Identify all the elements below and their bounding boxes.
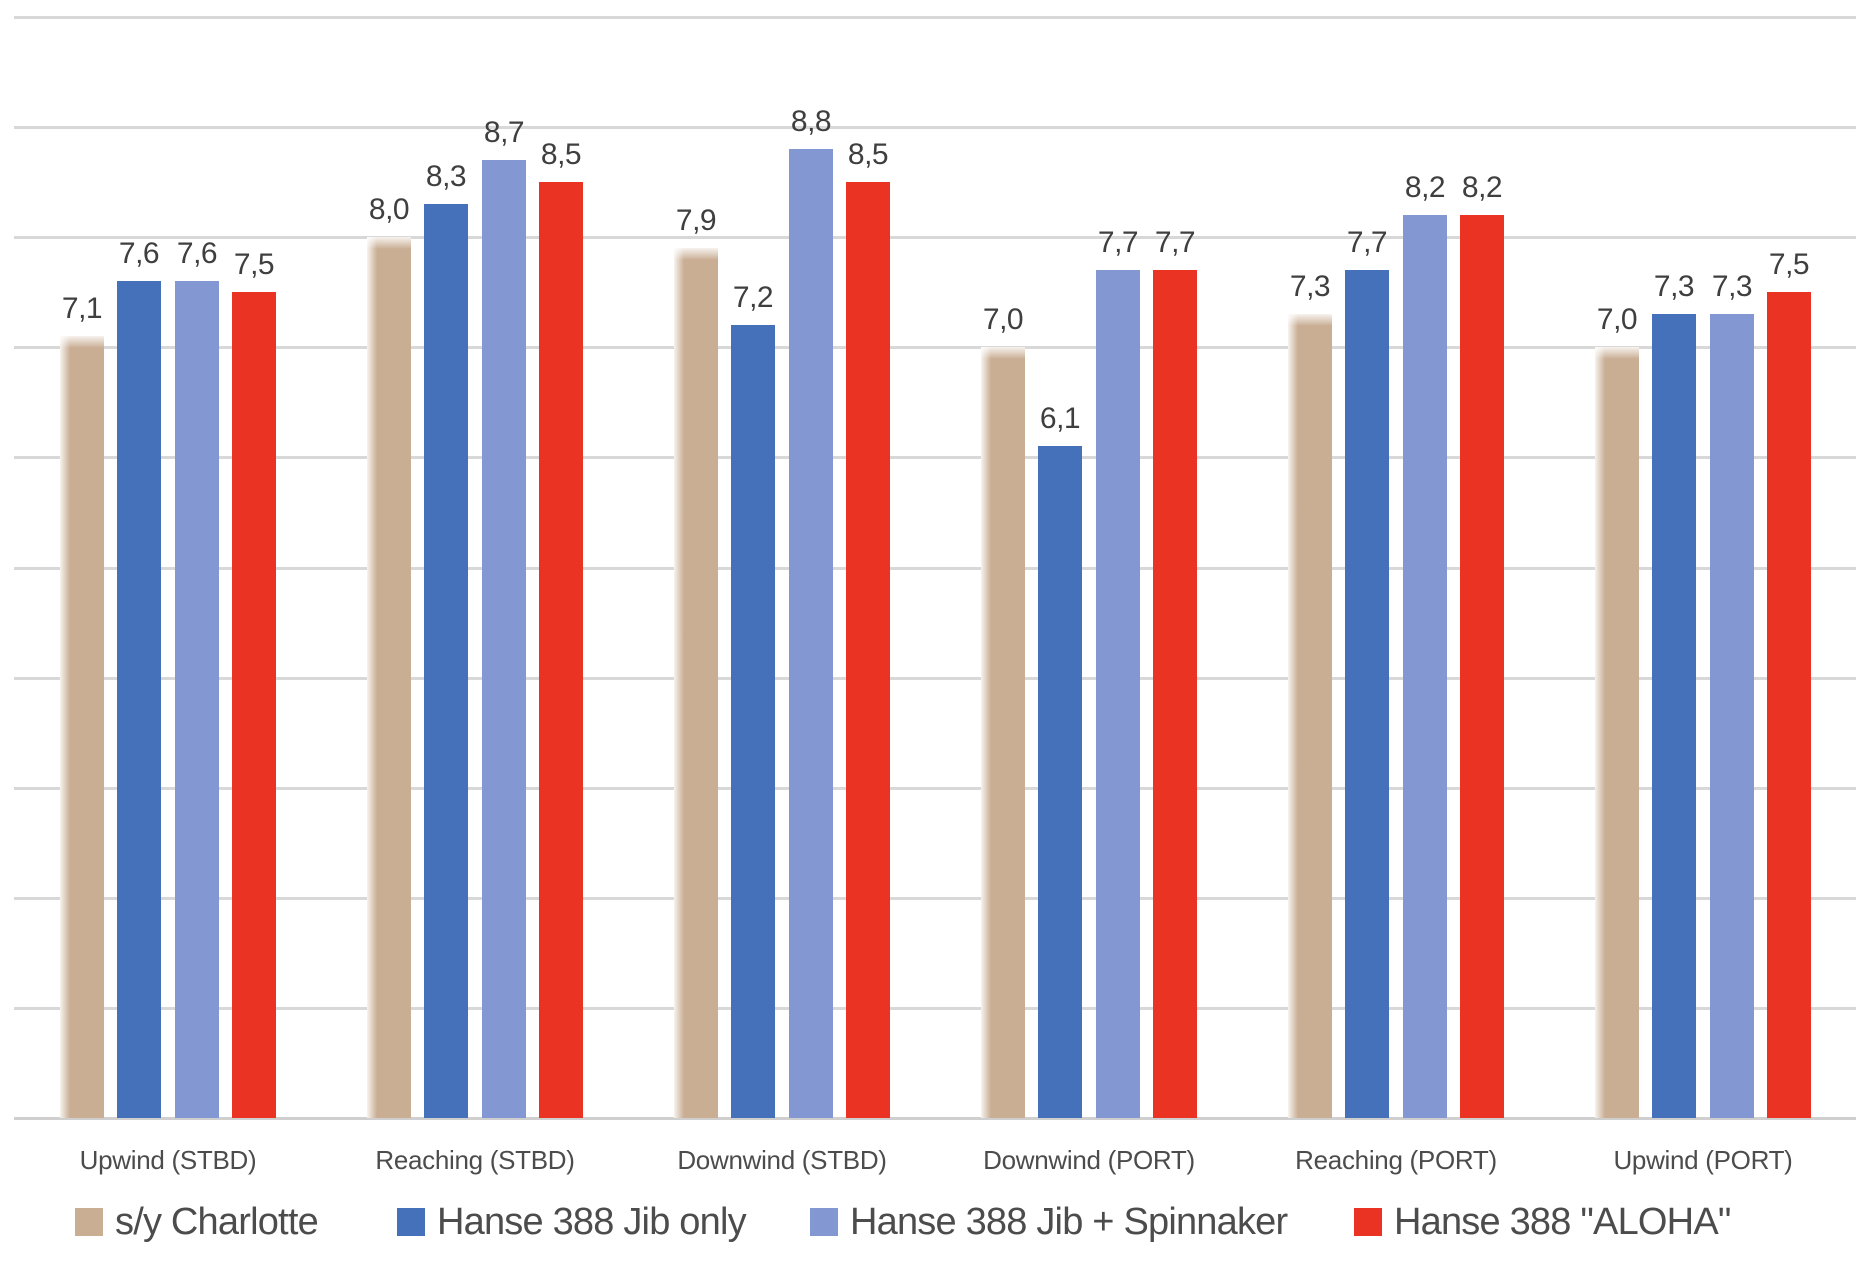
value-label: 8,2	[1461, 171, 1503, 204]
gridline	[14, 567, 1856, 570]
x-axis-line	[14, 1117, 1856, 1120]
legend-item: Hanse 388 Jib + Spinnaker	[810, 1200, 1288, 1244]
gridline	[14, 456, 1856, 459]
bar	[981, 347, 1025, 1118]
category-label: Downwind (STBD)	[677, 1145, 887, 1175]
value-label: 7,3	[1653, 270, 1695, 303]
legend-swatch	[75, 1208, 103, 1236]
bar	[1038, 446, 1082, 1118]
value-label: 7,3	[1711, 270, 1753, 303]
value-label: 7,7	[1097, 226, 1139, 259]
bar	[731, 325, 775, 1118]
legend-label: s/y Charlotte	[115, 1200, 319, 1243]
value-label: 7,7	[1154, 226, 1196, 259]
category-label: Downwind (PORT)	[983, 1145, 1195, 1175]
bar	[1652, 314, 1696, 1118]
bar	[232, 292, 276, 1118]
bar	[1710, 314, 1754, 1118]
bar	[60, 336, 104, 1118]
gridline	[14, 236, 1856, 239]
legend-label: Hanse 388 Jib only	[437, 1200, 747, 1243]
value-label: 8,5	[540, 138, 582, 171]
value-label: 8,0	[368, 193, 410, 226]
legend-swatch	[810, 1208, 838, 1236]
bar	[424, 204, 468, 1118]
gridline	[14, 346, 1856, 349]
bar	[1460, 215, 1504, 1118]
bar	[846, 182, 890, 1118]
legend-item: Hanse 388 "ALOHA"	[1354, 1200, 1731, 1244]
gridline	[14, 1007, 1856, 1010]
gridline	[14, 16, 1856, 19]
bar	[674, 248, 718, 1118]
legend-label: Hanse 388 Jib + Spinnaker	[850, 1200, 1288, 1243]
legend-swatch	[397, 1208, 425, 1236]
bar	[1595, 347, 1639, 1118]
value-label: 8,7	[483, 116, 525, 149]
bar	[1288, 314, 1332, 1118]
gridline	[14, 897, 1856, 900]
category-label: Reaching (PORT)	[1295, 1145, 1497, 1175]
legend-swatch	[1354, 1208, 1382, 1236]
gridline	[14, 787, 1856, 790]
value-label: 8,3	[425, 160, 467, 193]
value-label: 8,2	[1404, 171, 1446, 204]
legend-label: Hanse 388 "ALOHA"	[1394, 1200, 1731, 1243]
value-label: 7,5	[1768, 248, 1810, 281]
value-label: 6,1	[1039, 402, 1081, 435]
value-label: 7,2	[732, 281, 774, 314]
category-label: Reaching (STBD)	[375, 1145, 575, 1175]
value-label: 7,6	[118, 237, 160, 270]
value-label: 7,0	[1596, 303, 1638, 336]
category-label: Upwind (PORT)	[1613, 1145, 1793, 1175]
value-label: 7,1	[61, 292, 103, 325]
bar	[482, 160, 526, 1118]
bar	[1767, 292, 1811, 1118]
gridline	[14, 677, 1856, 680]
value-label: 7,3	[1289, 270, 1331, 303]
legend-item: Hanse 388 Jib only	[397, 1200, 747, 1244]
bar	[1345, 270, 1389, 1118]
value-label: 8,5	[847, 138, 889, 171]
value-label: 8,8	[790, 105, 832, 138]
bar	[539, 182, 583, 1118]
legend-item: s/y Charlotte	[75, 1200, 319, 1244]
value-label: 7,7	[1346, 226, 1388, 259]
gridline	[14, 126, 1856, 129]
category-label: Upwind (STBD)	[79, 1145, 257, 1175]
value-label: 7,0	[982, 303, 1024, 336]
bar	[117, 281, 161, 1118]
bar	[1096, 270, 1140, 1118]
bar	[789, 149, 833, 1118]
value-label: 7,5	[233, 248, 275, 281]
bar	[1403, 215, 1447, 1118]
value-label: 7,6	[176, 237, 218, 270]
bar	[175, 281, 219, 1118]
bar	[367, 237, 411, 1118]
value-label: 7,9	[675, 204, 717, 237]
bar	[1153, 270, 1197, 1118]
